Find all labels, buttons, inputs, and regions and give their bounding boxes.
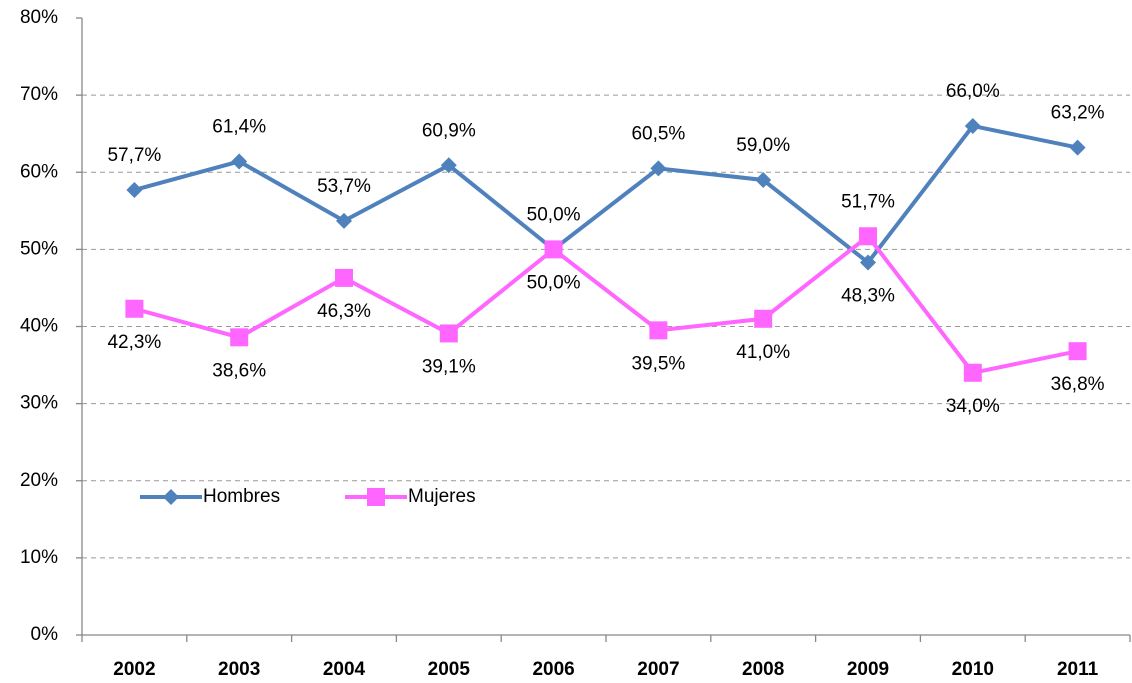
- x-tick-label: 2004: [323, 659, 366, 680]
- data-label: 59,0%: [736, 135, 790, 156]
- marker: [1069, 139, 1086, 156]
- marker: [439, 324, 458, 343]
- marker: [649, 321, 668, 340]
- marker: [1068, 342, 1087, 361]
- x-tick-label: 2010: [952, 659, 994, 680]
- series-line: [133, 233, 1079, 375]
- y-tick-label: 20%: [20, 470, 58, 491]
- legend-label: Hombres: [203, 486, 280, 507]
- data-label: 50,0%: [527, 272, 581, 293]
- y-tick-label: 30%: [20, 393, 58, 414]
- data-label: 53,7%: [317, 176, 371, 197]
- marker: [367, 488, 385, 506]
- data-label: 51,7%: [841, 191, 895, 212]
- y-tick-label: 0%: [31, 624, 59, 645]
- legend-label: Mujeres: [408, 486, 476, 507]
- x-tick-label: 2011: [1057, 659, 1099, 680]
- data-label: 41,0%: [736, 342, 790, 363]
- marker: [754, 309, 773, 328]
- data-label: 42,3%: [107, 332, 161, 353]
- marker: [231, 153, 248, 170]
- y-tick-label: 70%: [20, 84, 58, 105]
- marker: [126, 181, 143, 198]
- series-line: [133, 123, 1079, 266]
- x-tick-label: 2003: [218, 659, 260, 680]
- marker: [440, 157, 457, 174]
- marker: [860, 254, 876, 271]
- data-label: 36,8%: [1051, 374, 1105, 395]
- marker: [125, 299, 144, 318]
- data-label: 57,7%: [107, 145, 161, 166]
- marker: [964, 117, 981, 134]
- marker: [544, 240, 563, 259]
- series: 42,3% 38,6% 46,3% 39,1% 50,0% 39,5% 41,0% 51,7%…: [107, 191, 1104, 417]
- x-tick-label: 2002: [113, 659, 155, 680]
- data-label: 61,4%: [212, 116, 266, 137]
- y-tick-label: 50%: [20, 238, 58, 259]
- marker: [650, 160, 667, 177]
- y-tick-label: 40%: [20, 316, 58, 337]
- data-label: 48,3%: [841, 286, 895, 307]
- marker: [755, 171, 772, 188]
- data-label: 34,0%: [946, 396, 1000, 417]
- marker: [963, 363, 982, 382]
- data-label: 38,6%: [212, 360, 266, 381]
- series: 57,7% 61,4% 53,7% 60,9% 50,0% 60,5% 59,0% 48,3%…: [107, 81, 1104, 307]
- marker: [336, 212, 352, 229]
- marker: [230, 328, 249, 347]
- x-tick-label: 2005: [428, 659, 471, 680]
- marker: [335, 268, 353, 287]
- data-label: 66,0%: [946, 81, 1000, 102]
- x-tick-label: 2007: [637, 659, 679, 680]
- y-tick-label: 10%: [20, 547, 58, 568]
- x-tick-label: 2006: [532, 659, 574, 680]
- data-label: 39,5%: [631, 353, 685, 374]
- marker: [859, 227, 877, 246]
- x-tick-label: 2009: [847, 659, 889, 680]
- data-label: 46,3%: [317, 301, 371, 322]
- data-label: 39,1%: [422, 356, 476, 377]
- marker: [163, 489, 179, 505]
- data-label: 60,9%: [422, 120, 476, 141]
- y-tick-label: 60%: [20, 161, 58, 182]
- x-tick-label: 2008: [742, 659, 784, 680]
- data-label: 50,0%: [527, 204, 581, 225]
- y-tick-label: 80%: [20, 7, 58, 28]
- data-label: 63,2%: [1051, 103, 1105, 124]
- data-label: 60,5%: [631, 123, 685, 144]
